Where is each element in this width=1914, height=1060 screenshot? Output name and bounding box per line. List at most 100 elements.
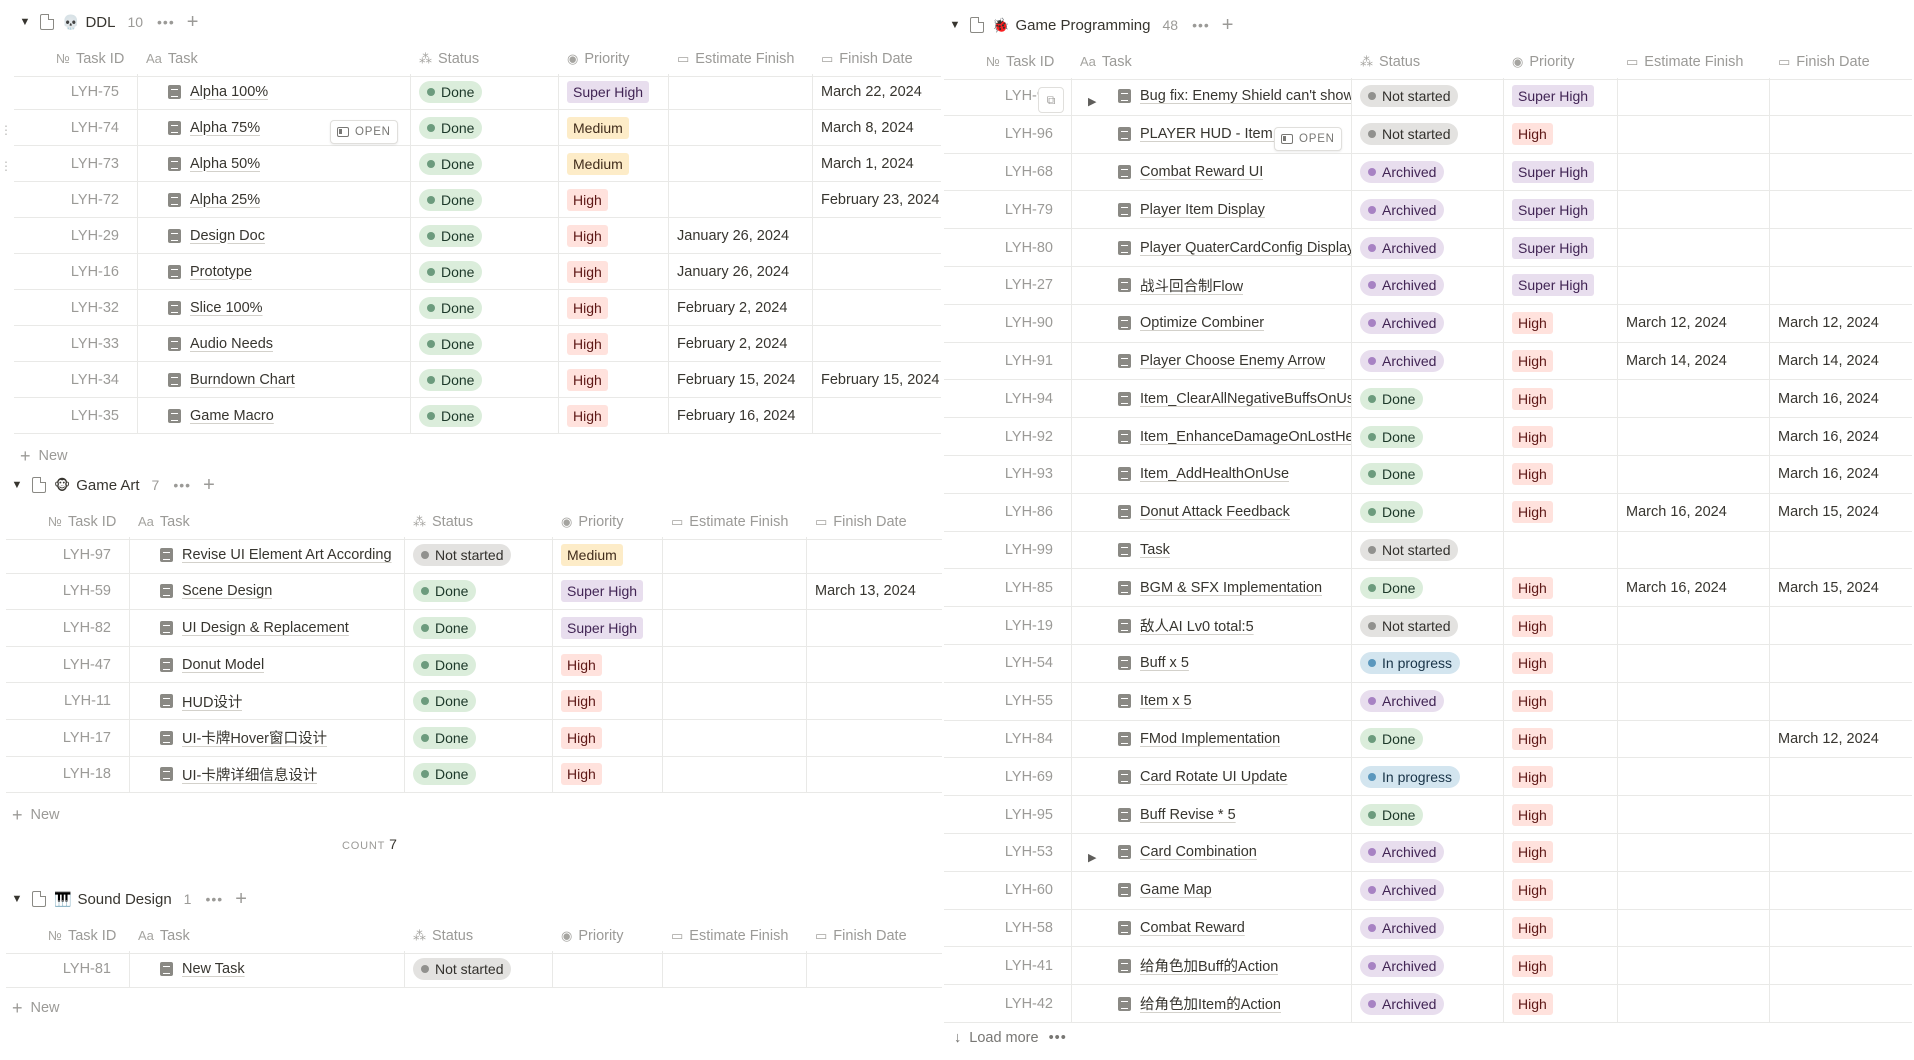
more-dots-icon[interactable]: ••• [1048,1030,1067,1046]
finish-date-cell[interactable] [1770,154,1912,191]
plus-icon[interactable]: + [203,473,215,496]
finish-date-cell[interactable] [1770,910,1912,947]
column-priority[interactable]: ◉ Priority [1504,44,1618,79]
column-task-id[interactable]: № Task ID [944,44,1072,79]
priority-cell[interactable]: High [1504,758,1618,796]
table-row[interactable]: LYH-94 Item_ClearAllNegativeBuffsOnUse Don… [944,380,1912,419]
finish-date-cell[interactable] [1770,532,1912,569]
priority-cell[interactable]: High [1504,985,1618,1022]
estimate-finish-cell[interactable] [1618,985,1770,1022]
group-title[interactable]: DDL [85,13,116,31]
task-cell[interactable]: Item x 5 [1072,682,1352,720]
estimate-finish-cell[interactable] [663,610,807,646]
task-cell[interactable]: Optimize Combiner [1072,304,1352,342]
task-title[interactable]: Scene Design [182,583,273,600]
status-cell[interactable]: Not started [1352,115,1504,153]
triangle-down-icon[interactable]: ▼ [19,16,31,28]
status-cell[interactable]: Done [411,182,559,217]
finish-date-cell[interactable] [1770,116,1912,153]
status-cell[interactable]: Archived [1352,229,1504,266]
estimate-finish-cell[interactable] [663,951,807,987]
task-title[interactable]: Game Map [1140,882,1212,899]
task-cell[interactable]: UI-卡牌详细信息设计 [130,756,405,793]
task-title[interactable]: Item_AddHealthOnUse [1140,466,1290,483]
task-title[interactable]: UI-卡牌详细信息设计 [182,767,318,784]
table-row[interactable]: LYH-32 Slice 100% Done High February 2, 2024 [14,290,941,326]
column-finish-date[interactable]: ▭ Finish Date [807,504,942,539]
task-cell[interactable]: Game Map [1072,871,1352,909]
table-row[interactable]: LYH-33 Audio Needs Done High February 2, 202… [14,326,941,362]
estimate-finish-cell[interactable] [663,573,807,610]
table-row[interactable]: LYH-72 Alpha 25% Done High February 23, 2024 [14,182,941,218]
finish-date-cell[interactable]: March 12, 2024 [1778,315,1879,332]
priority-cell[interactable]: Super High [1504,78,1618,115]
finish-date-cell[interactable] [1770,191,1912,228]
task-cell[interactable]: Buff x 5 [1072,645,1352,682]
table-row[interactable]: LYH-17 UI-卡牌Hover窗口设计 Done High [6,720,942,757]
column-priority[interactable]: ◉ Priority [559,41,669,76]
finish-date-cell[interactable] [1770,872,1912,909]
triangle-down-icon[interactable]: ▼ [11,893,23,905]
priority-cell[interactable]: High [1504,796,1618,833]
column-status[interactable]: ⁂ Status [405,504,553,539]
status-cell[interactable]: Done [1352,569,1504,607]
table-row[interactable]: LYH-42 给角色加Item的Action Archived High [944,985,1912,1023]
estimate-finish-cell[interactable] [669,146,813,181]
task-cell[interactable]: Item_EnhanceDamageOnLostHealth [1072,418,1352,455]
estimate-finish-cell[interactable]: March 16, 2024 [1618,493,1770,531]
task-title[interactable]: Alpha 75% [190,119,261,136]
task-cell[interactable]: 给角色加Buff的Action [1072,947,1352,985]
finish-date-cell[interactable] [1770,834,1912,871]
status-cell[interactable]: Done [1352,720,1504,758]
table-row[interactable]: LYH-59 Scene Design Done Super High March 13… [6,573,942,611]
table-row[interactable]: LYH-69 Card Rotate UI Update In progress Hi… [944,758,1912,797]
table-row[interactable]: LYH-19 敌人AI Lv0 total:5 Not started High [944,607,1912,645]
task-cell[interactable]: Alpha 25% [138,182,411,217]
task-cell[interactable]: 敌人AI Lv0 total:5 [1072,607,1352,644]
finish-date-cell[interactable] [1770,985,1912,1022]
column-task[interactable]: Aa Task [130,918,405,953]
column-task-id[interactable]: № Task ID [6,504,130,539]
status-cell[interactable]: Archived [1352,191,1504,229]
task-cell[interactable]: Alpha 100% [138,74,411,109]
task-title[interactable]: Design Doc [190,227,265,244]
status-cell[interactable]: Done [411,254,559,289]
table-row[interactable]: LYH-75 Alpha 100% Done Super High March 22, … [14,74,941,110]
finish-date-cell[interactable] [1770,683,1912,720]
plus-icon[interactable]: + [186,10,199,33]
table-row[interactable]: LYH-81 New Task Not started [6,951,942,988]
finish-date-cell[interactable] [1770,947,1912,984]
status-cell[interactable]: Archived [1352,909,1504,947]
more-dots-icon[interactable]: ••• [173,477,192,493]
status-cell[interactable]: Done [411,362,559,397]
status-cell[interactable]: Not started [1352,607,1504,644]
task-title[interactable]: FMod Implementation [1140,730,1281,747]
table-row[interactable]: LYH-86 Donut Attack Feedback Done High March… [944,493,1912,532]
finish-date-cell[interactable] [813,326,941,361]
task-title[interactable]: Card Combination [1140,844,1257,861]
priority-cell[interactable]: High [559,398,669,433]
estimate-finish-cell[interactable]: February 2, 2024 [669,326,813,361]
task-title[interactable]: 给角色加Item的Action [1140,997,1281,1014]
priority-cell[interactable]: High [1504,493,1618,531]
column-estimate-finish[interactable]: ▭ Estimate Finish [1618,44,1770,79]
finish-date-cell[interactable] [1770,229,1912,266]
finish-date-cell[interactable] [1770,267,1912,304]
more-dots-icon[interactable]: ••• [205,891,224,907]
table-row[interactable]: LYH-55 Item x 5 Archived High [944,682,1912,721]
table-row[interactable]: LYH-74 Alpha 75% Done Medium March 8, 2024 [14,110,941,146]
estimate-finish-cell[interactable] [669,74,813,109]
priority-cell[interactable]: Medium [559,110,669,145]
task-title[interactable]: Donut Model [182,656,265,673]
estimate-finish-cell[interactable] [1618,229,1770,266]
estimate-finish-cell[interactable] [1618,758,1770,796]
table-row[interactable]: LYH-79 Player Item Display Archived Super H… [944,191,1912,230]
priority-cell[interactable]: High [1504,380,1618,418]
task-cell[interactable]: PLAYER HUD - Item Usage [1072,115,1352,153]
finish-date-cell[interactable]: February 15, 2024 [821,371,940,388]
status-cell[interactable]: Done [405,610,553,646]
estimate-finish-cell[interactable]: February 15, 2024 [669,362,813,397]
expand-subitems-icon[interactable]: ▶ [1088,96,1097,108]
status-cell[interactable]: Archived [1352,682,1504,720]
finish-date-cell[interactable]: March 12, 2024 [1778,730,1879,747]
